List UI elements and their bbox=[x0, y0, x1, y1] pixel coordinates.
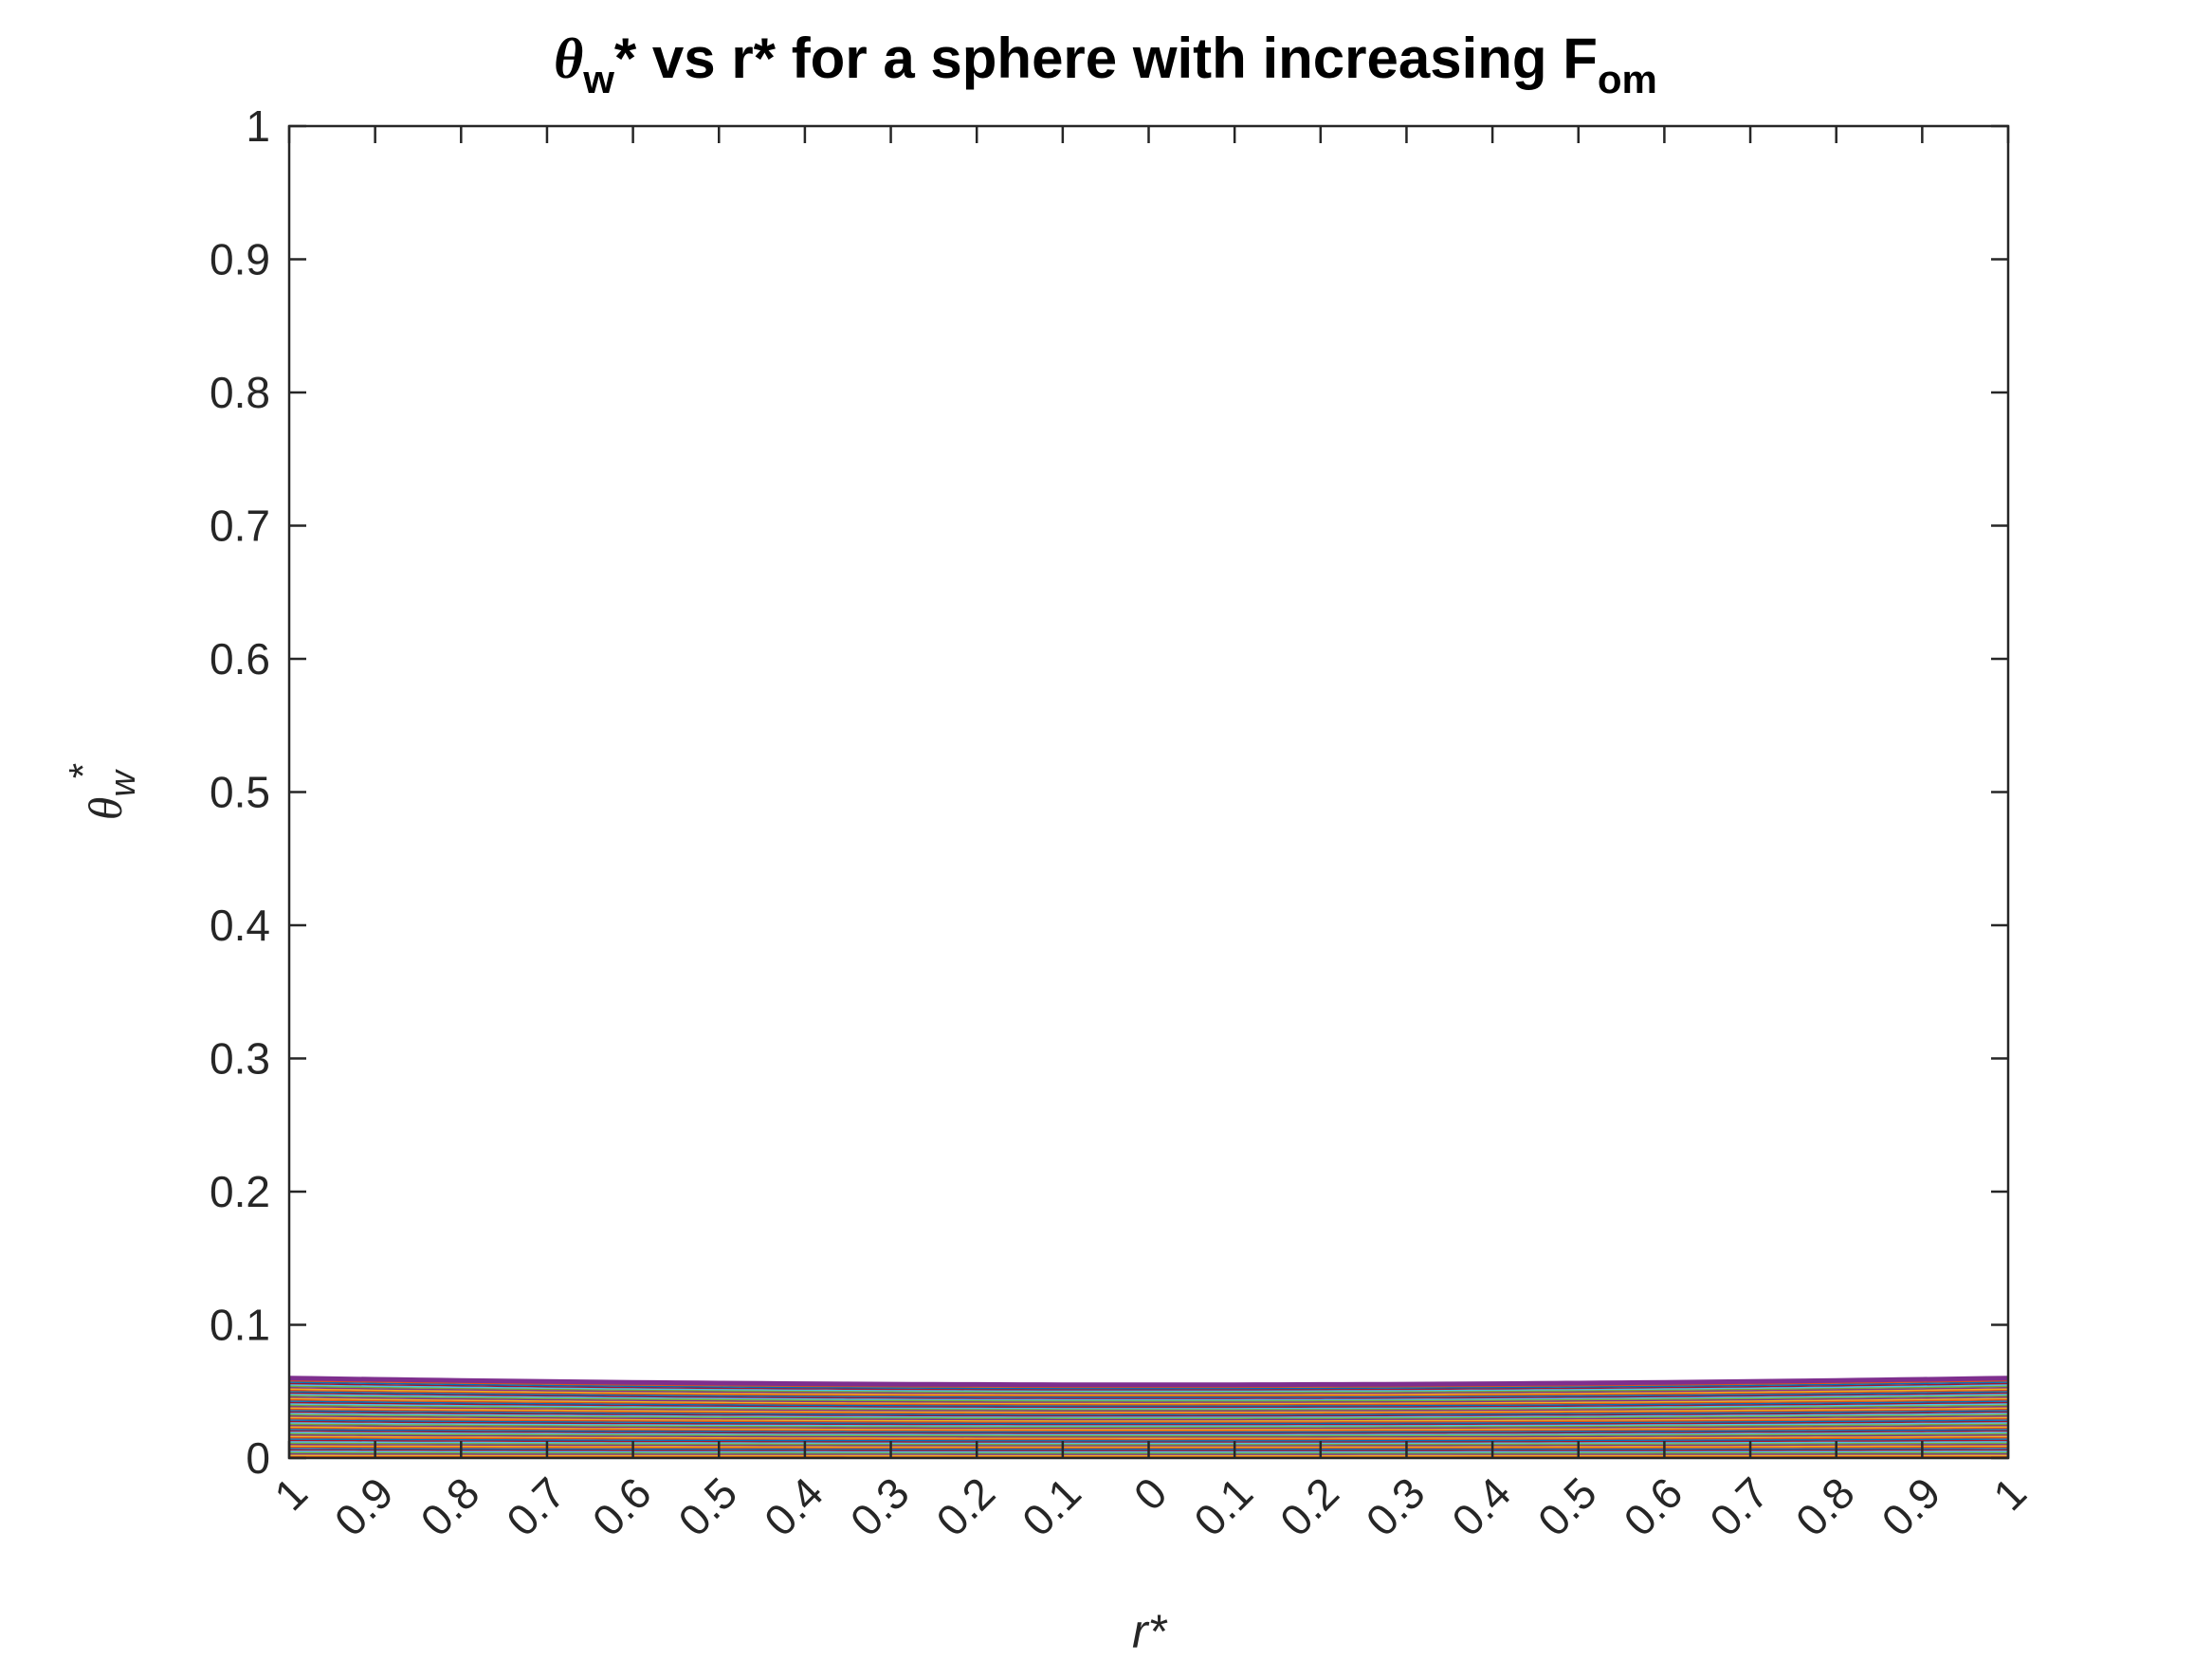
series-line bbox=[288, 1413, 2009, 1419]
y-tick-label: 0.6 bbox=[210, 634, 270, 684]
series-line bbox=[288, 1422, 2009, 1427]
title-subscript-w: w bbox=[582, 57, 614, 101]
series-line bbox=[288, 1417, 2009, 1423]
series-line bbox=[288, 1413, 2009, 1418]
x-axis-label: r* bbox=[1132, 1605, 1168, 1658]
y-tick-label: 0 bbox=[246, 1433, 270, 1483]
series-line bbox=[288, 1381, 2009, 1390]
series-line bbox=[288, 1430, 2009, 1434]
series-line bbox=[288, 1389, 2009, 1397]
title-subscript-om: om bbox=[1598, 57, 1657, 101]
series-line bbox=[288, 1376, 2009, 1388]
series-line bbox=[288, 1438, 2009, 1442]
y-tick-label: 0.5 bbox=[210, 768, 270, 817]
series-line bbox=[288, 1426, 2009, 1431]
series-line bbox=[288, 1403, 2009, 1410]
series-line bbox=[288, 1424, 2009, 1430]
series-line bbox=[288, 1420, 2009, 1426]
series-line bbox=[288, 1395, 2009, 1402]
series-line bbox=[288, 1379, 2009, 1389]
series-line bbox=[288, 1411, 2009, 1417]
y-tick-label: 0.7 bbox=[210, 501, 270, 551]
series-line bbox=[288, 1410, 2009, 1415]
title-theta: θ bbox=[554, 27, 583, 90]
series-line bbox=[288, 1416, 2009, 1422]
ylabel-subscript: w bbox=[103, 769, 143, 797]
y-tick-label: 0.8 bbox=[210, 368, 270, 417]
title-main-text: * vs r* for a sphere with increasing F bbox=[614, 27, 1598, 90]
series-line bbox=[288, 1404, 2009, 1411]
series-line bbox=[288, 1432, 2009, 1437]
series-line bbox=[288, 1392, 2009, 1399]
series-line bbox=[288, 1386, 2009, 1395]
series-line bbox=[288, 1427, 2009, 1431]
y-tick-label: 0.4 bbox=[210, 901, 270, 950]
series-line bbox=[288, 1401, 2009, 1409]
y-tick-label: 0.2 bbox=[210, 1167, 270, 1216]
y-axis-label: θw* bbox=[61, 763, 143, 820]
ylabel-superscript: * bbox=[61, 763, 105, 778]
series-line bbox=[288, 1394, 2009, 1401]
series-line bbox=[288, 1429, 2009, 1433]
series-line bbox=[288, 1408, 2009, 1414]
chart-title: θw* vs r* for a sphere with increasing F… bbox=[554, 27, 1657, 101]
series-line bbox=[288, 1423, 2009, 1429]
series-line bbox=[288, 1400, 2009, 1407]
series-line bbox=[288, 1431, 2009, 1435]
series-line bbox=[288, 1388, 2009, 1395]
y-axis-ticks: 0 0.1 0.2 0.3 0.4 0.5 0.6 0.7 0.8 0.9 1 bbox=[210, 101, 2008, 1483]
y-tick-label: 0.9 bbox=[210, 235, 270, 284]
series-line bbox=[288, 1382, 2009, 1391]
series-line bbox=[288, 1398, 2009, 1406]
series-line bbox=[288, 1405, 2009, 1412]
series-line bbox=[288, 1391, 2009, 1398]
series-line bbox=[288, 1395, 2009, 1403]
series-line bbox=[288, 1384, 2009, 1393]
series-line bbox=[288, 1436, 2009, 1441]
series-line bbox=[288, 1397, 2009, 1405]
y-tick-label: 0.3 bbox=[210, 1034, 270, 1084]
ylabel-theta: θ bbox=[79, 797, 132, 821]
series-line bbox=[288, 1407, 2009, 1413]
y-tick-label: 0.1 bbox=[210, 1301, 270, 1350]
y-tick-label: 1 bbox=[246, 101, 270, 151]
series-line bbox=[288, 1385, 2009, 1394]
series-line bbox=[288, 1433, 2009, 1438]
series-line bbox=[288, 1414, 2009, 1421]
series-line bbox=[288, 1419, 2009, 1425]
series-line bbox=[288, 1435, 2009, 1439]
